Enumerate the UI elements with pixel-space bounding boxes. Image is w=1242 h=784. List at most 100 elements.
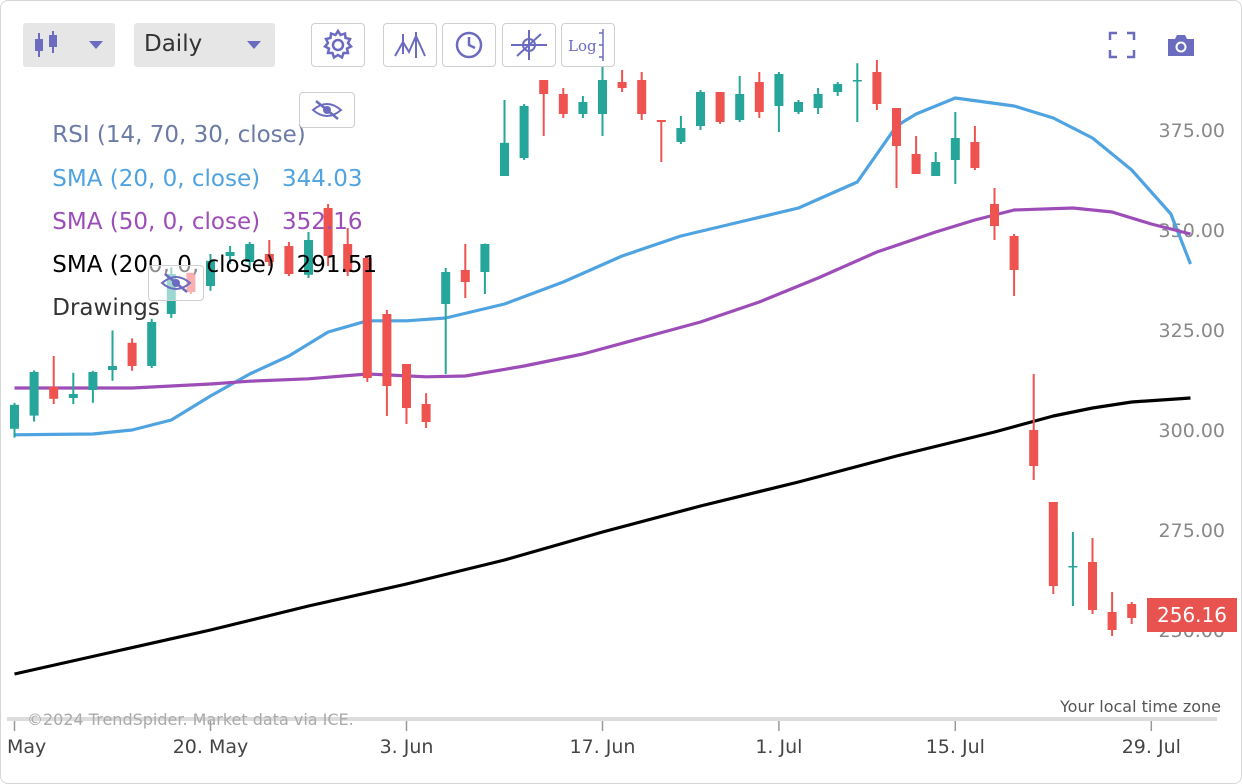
candle[interactable] [147, 318, 157, 368]
candle[interactable] [931, 152, 941, 176]
candle-body [304, 240, 313, 275]
candle-body [735, 94, 745, 120]
candle[interactable] [735, 76, 745, 122]
candle[interactable] [1127, 602, 1137, 624]
timeframe-dropdown[interactable]: Daily [134, 23, 275, 67]
candle-body [1127, 604, 1137, 618]
crosshair-icon [511, 30, 547, 60]
sma-line [14, 396, 1191, 676]
candle[interactable] [637, 72, 647, 120]
candle[interactable] [1068, 532, 1078, 606]
candle-body [696, 92, 705, 126]
eye-slash-icon [311, 100, 343, 120]
chart-type-dropdown[interactable] [23, 23, 115, 67]
candle[interactable] [598, 58, 607, 136]
candle-body [637, 80, 647, 114]
candle[interactable] [539, 80, 549, 136]
candle[interactable] [833, 82, 843, 96]
candle[interactable] [558, 88, 568, 118]
candle-body [950, 138, 960, 160]
candle[interactable] [1029, 374, 1039, 480]
candle[interactable] [421, 393, 431, 428]
candle[interactable] [500, 100, 509, 176]
time-scrollbar[interactable] [7, 717, 1217, 721]
candle[interactable] [696, 90, 705, 130]
candle[interactable] [402, 364, 411, 424]
candle[interactable] [304, 232, 313, 278]
candle[interactable] [1009, 234, 1019, 296]
candle[interactable] [911, 136, 921, 174]
candle[interactable] [245, 242, 255, 270]
candle[interactable] [970, 126, 980, 170]
candle[interactable] [774, 72, 784, 132]
candle[interactable] [382, 310, 392, 416]
candle[interactable] [794, 100, 803, 114]
candle[interactable] [754, 72, 764, 118]
timezone-label[interactable]: Your local time zone [1060, 697, 1222, 716]
x-tick-label: 20. May [173, 736, 249, 758]
candle[interactable] [990, 188, 999, 240]
candle-body [676, 128, 686, 142]
candle-body [127, 342, 137, 366]
rsi-visibility-toggle[interactable] [299, 92, 355, 128]
candle[interactable] [206, 254, 215, 291]
candle-body [911, 154, 921, 174]
copyright-text: ©2024 TrendSpider. Market data via ICE. [27, 710, 354, 729]
candle[interactable] [578, 96, 588, 118]
candle[interactable] [1107, 592, 1117, 636]
candle[interactable] [127, 338, 137, 371]
candle[interactable] [264, 240, 274, 266]
x-tick-label: 17. Jun [570, 736, 636, 758]
candlestick-icon [35, 31, 57, 57]
candle[interactable] [519, 104, 529, 160]
candle[interactable] [656, 120, 666, 162]
candle[interactable] [323, 204, 333, 266]
candle-body [10, 404, 19, 429]
fullscreen-button[interactable] [1105, 23, 1139, 67]
timeframe-label: Daily [144, 31, 203, 57]
candle[interactable] [460, 244, 470, 298]
log-scale-button[interactable]: Log [561, 23, 615, 67]
candle-body [1088, 562, 1097, 610]
candle-body [715, 92, 725, 122]
candlesticks [10, 58, 1137, 636]
candle[interactable] [950, 112, 960, 184]
candle-body [558, 94, 568, 114]
candle-body [1048, 502, 1058, 586]
candle[interactable] [852, 63, 862, 122]
screenshot-button[interactable] [1163, 23, 1199, 67]
candle[interactable] [480, 243, 490, 294]
candle[interactable] [872, 60, 882, 110]
candle[interactable] [49, 356, 59, 404]
y-tick-label: 300.00 [1159, 420, 1225, 442]
indicators-button[interactable] [383, 23, 437, 67]
candle[interactable] [617, 70, 627, 92]
candle[interactable] [441, 268, 451, 374]
candle[interactable] [813, 88, 823, 114]
crosshair-button[interactable] [502, 23, 556, 67]
candle[interactable] [10, 402, 19, 438]
candle-body [362, 258, 372, 378]
candle[interactable] [88, 370, 98, 403]
candle[interactable] [284, 242, 294, 276]
candle[interactable] [715, 92, 725, 124]
x-tick-label: 29. Jul [1122, 736, 1181, 758]
candle[interactable] [108, 330, 117, 381]
candle[interactable] [676, 116, 686, 144]
candle[interactable] [892, 108, 901, 188]
candle-body [460, 270, 470, 282]
candle[interactable] [225, 246, 235, 264]
candle[interactable] [1088, 538, 1097, 614]
candle-body [206, 260, 215, 286]
replay-button[interactable] [442, 23, 496, 67]
candle[interactable] [68, 372, 78, 404]
candle[interactable] [343, 228, 353, 276]
drawings-visibility-toggle[interactable] [148, 265, 204, 301]
candle[interactable] [362, 256, 372, 382]
candle-body [852, 80, 862, 82]
candle[interactable] [1048, 502, 1058, 594]
settings-button[interactable] [311, 23, 365, 67]
candle[interactable] [29, 370, 39, 422]
